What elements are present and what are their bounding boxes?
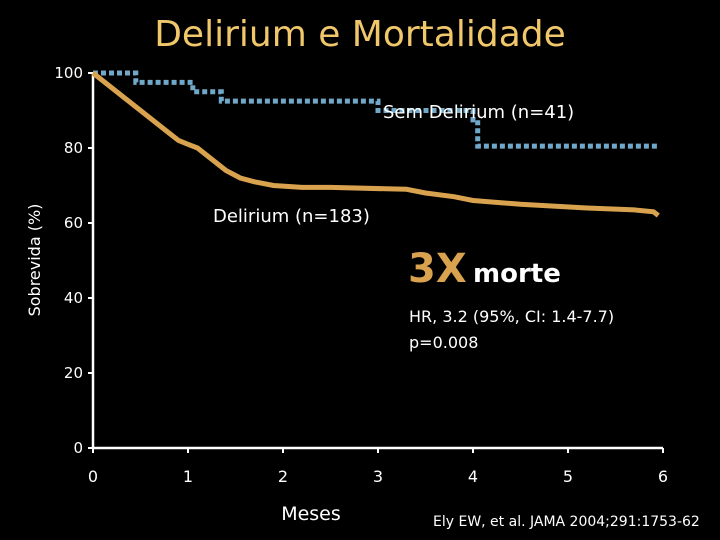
x-tick-label: 0 <box>88 467 98 486</box>
x-tick-label: 3 <box>373 467 383 486</box>
y-tick-label: 20 <box>64 364 83 382</box>
risk-word: morte <box>473 259 561 289</box>
axes <box>91 73 663 450</box>
x-axis-label: Meses <box>281 503 341 525</box>
axis-ticks: 0 20 40 60 80 100 0 1 2 3 4 5 6 <box>54 64 668 486</box>
citation: Ely EW, et al. JAMA 2004;291:1753-62 <box>433 514 700 530</box>
hazard-ratio: HR, 3.2 (95%, CI: 1.4-7.7) <box>409 307 614 326</box>
series-line-delirium <box>91 71 660 218</box>
series-group <box>91 70 660 218</box>
x-tick-label: 2 <box>278 467 288 486</box>
series-label-delirium: Delirium (n=183) <box>213 206 370 227</box>
p-value: p=0.008 <box>409 333 478 352</box>
y-axis-label: Sobrevida (%) <box>25 204 44 317</box>
x-tick-label: 6 <box>658 467 668 486</box>
y-tick-label: 60 <box>64 214 83 232</box>
x-tick-label: 5 <box>563 467 573 486</box>
x-tick-label: 1 <box>183 467 193 486</box>
series-label-sem-delirium: Sem Delirium (n=41) <box>383 102 574 123</box>
y-tick-label: 40 <box>64 289 83 307</box>
chart-title: Delirium e Mortalidade <box>154 14 566 55</box>
y-tick-label: 100 <box>54 64 83 82</box>
y-tick-label: 80 <box>64 139 83 157</box>
series-line-sem-delirium <box>93 70 659 149</box>
risk-3x: 3X <box>408 246 467 292</box>
y-tick-label: 0 <box>73 439 83 457</box>
x-tick-label: 4 <box>468 467 478 486</box>
